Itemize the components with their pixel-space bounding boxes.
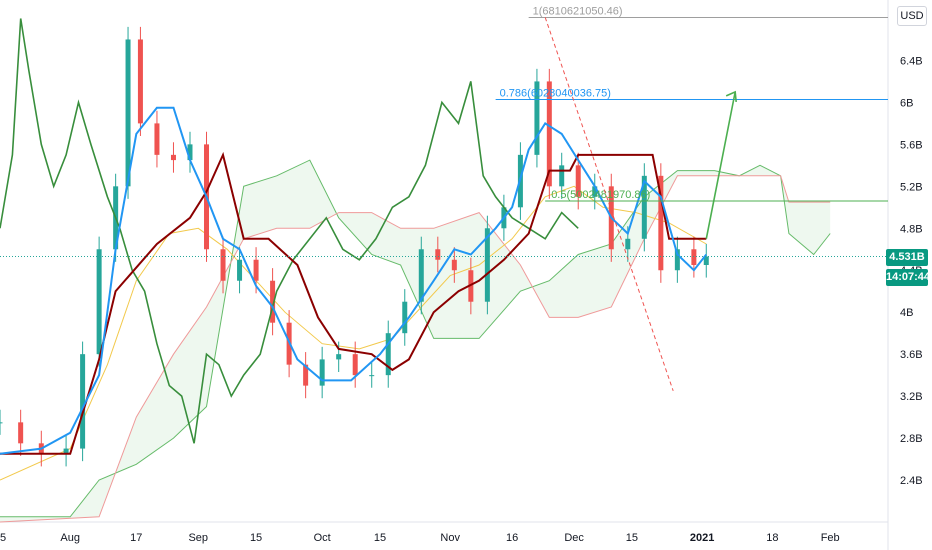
y-tick-label: 4B [900,307,913,319]
y-tick-label: 5.2B [900,181,923,193]
candle-body [451,259,457,271]
candle-body [336,354,342,360]
x-tick-label: 16 [506,532,518,544]
candle-body [137,39,143,124]
candle-body [253,259,259,281]
base-line [0,151,707,455]
lagging-span-line [0,18,579,444]
candle-body [435,249,441,260]
x-tick-label: Nov [440,532,460,544]
y-tick-label: 2.4B [900,475,923,487]
y-tick-label: 6.4B [900,55,923,67]
candle-body [691,249,697,265]
candle-body [546,81,552,187]
x-tick-label: Aug [60,532,80,544]
candle-body [674,249,680,271]
candle-body [625,238,631,250]
candle-body [80,354,86,449]
y-tick-label: 3.2B [900,391,923,403]
candle-body [125,39,131,187]
candle-body [658,175,664,271]
fib-level-label: 0.5(5002481970.86) [551,189,650,201]
fib-level-label: 1(6810621050.46) [533,5,623,17]
candle-body [0,422,3,424]
ichimoku-cloud [0,160,831,522]
candle-body [703,256,709,265]
leading-span-a-line [0,159,831,518]
y-tick-label: 5.6B [900,139,923,151]
candle-body [352,354,358,376]
y-tick-label: 2.8B [900,433,923,445]
conversion-line [0,106,708,455]
candle-body [559,165,565,187]
candle-body [170,154,176,161]
fib-level-label: 0.786(6028040036.75) [500,87,611,99]
candle-body [63,448,69,454]
candle-body [303,364,309,386]
candle-body [641,175,647,239]
x-tick-label: 2021 [690,532,714,544]
candle-body [385,333,391,376]
currency-button[interactable]: USD [897,6,927,26]
y-tick-label: 3.6B [900,349,923,361]
x-tick-label: Oct [314,532,331,544]
projection-arrow-line [705,91,736,239]
candle-body [484,228,490,302]
candle-body [154,123,160,155]
y-tick-label: 4.8B [900,223,923,235]
candle-body [319,359,325,386]
x-tick-label: Feb [821,532,840,544]
candle-body [592,186,598,197]
candle-body [237,259,243,281]
last-price-badge: 4.531B [886,248,928,266]
projection-arrow-head [725,90,737,102]
fib-trend-line [544,17,674,392]
x-tick-label: 15 [374,532,386,544]
candle-body [96,249,102,355]
x-tick-label: 15 [0,532,6,544]
candle-body [575,165,581,197]
y-tick-label: 6B [900,97,913,109]
bar-countdown-badge: 14:07:44 [886,268,930,286]
candle-body [402,301,408,334]
candle-body [369,375,375,377]
leading-span-b-line [0,175,831,523]
x-tick-label: 15 [250,532,262,544]
candle-body [220,249,226,281]
candle-body [418,249,424,302]
x-tick-label: Sep [188,532,208,544]
candle-body [270,280,276,323]
x-tick-label: 17 [130,532,142,544]
moving-average-line [0,185,707,481]
candle-body [534,81,540,155]
candle-body [187,144,193,161]
x-tick-label: Dec [564,532,584,544]
candle-body [18,422,24,444]
x-tick-label: 18 [766,532,778,544]
x-tick-label: 15 [626,532,638,544]
